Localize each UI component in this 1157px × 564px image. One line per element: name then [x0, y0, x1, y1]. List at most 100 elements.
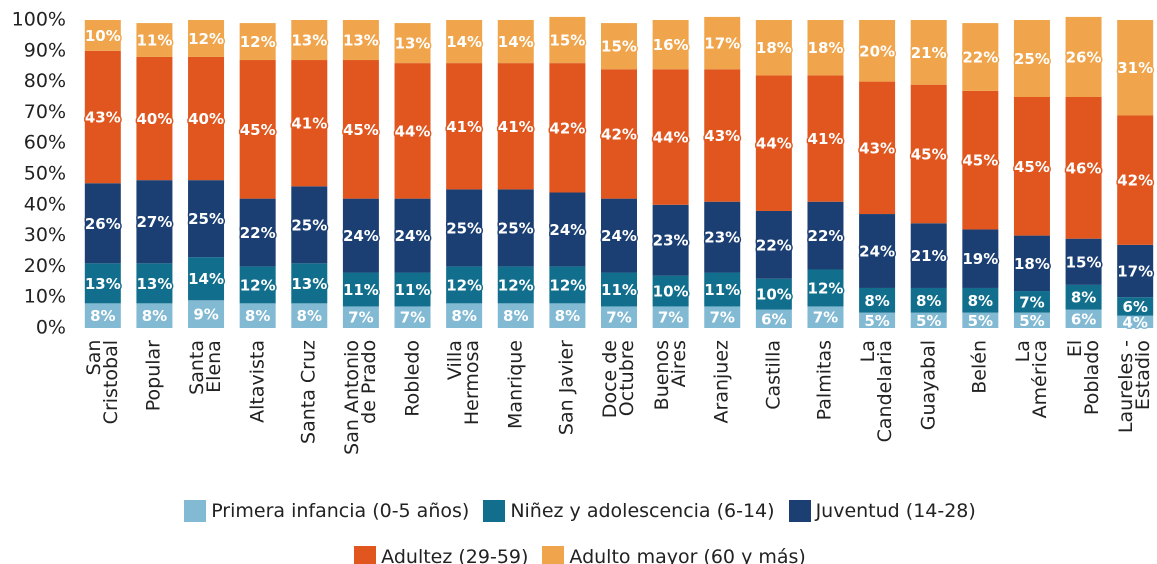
- bar-segment: [136, 263, 173, 304]
- value-label: 5%: [968, 312, 993, 330]
- bar-segment: [601, 69, 637, 199]
- x-tick-label: El Poblado: [1063, 340, 1103, 416]
- bar-segment: [962, 23, 999, 91]
- bar-segment: [446, 20, 483, 64]
- value-label: 11%: [704, 281, 740, 299]
- bar-segment: [807, 75, 844, 202]
- value-label: 43%: [859, 139, 895, 157]
- value-label: 44%: [653, 129, 689, 147]
- bar-segment: [704, 201, 741, 273]
- value-label: 24%: [549, 221, 585, 239]
- value-label: 9%: [193, 306, 218, 324]
- bar-segment: [859, 81, 896, 215]
- bar-segment: [291, 303, 328, 328]
- value-label: 7%: [348, 309, 373, 327]
- y-tick-label: 50%: [24, 163, 66, 185]
- value-label: 40%: [136, 110, 172, 128]
- value-label: 44%: [756, 135, 792, 153]
- bar-segment: [84, 50, 121, 184]
- value-label: 17%: [1117, 263, 1153, 281]
- bar-segment: [342, 60, 379, 199]
- value-label: 44%: [395, 122, 431, 140]
- y-tick-label: 70%: [24, 101, 66, 123]
- bar-segment: [136, 56, 173, 181]
- bar-segment: [652, 20, 689, 70]
- bar-segment: [755, 210, 792, 279]
- bar-segment: [84, 20, 121, 51]
- x-tick-label: San Javier: [555, 340, 578, 436]
- value-label: 19%: [962, 250, 998, 268]
- value-label: 21%: [911, 44, 947, 62]
- bar-segment: [342, 306, 379, 328]
- legend-label: Adulto mayor (60 y más): [569, 546, 806, 564]
- bar-segment: [859, 312, 896, 328]
- bar-segment: [446, 189, 483, 267]
- x-tick-label: Santa Elena: [186, 340, 226, 395]
- value-label: 18%: [1014, 255, 1050, 273]
- bar-segment: [291, 20, 328, 61]
- x-tick-label: Doce de Octubre: [599, 340, 638, 419]
- bar-segment: [601, 272, 637, 307]
- bar-segment: [910, 287, 947, 313]
- bar-segment: [704, 272, 741, 307]
- value-label: 45%: [1014, 158, 1050, 176]
- value-label: 25%: [188, 210, 224, 228]
- bar-segment: [342, 272, 379, 307]
- bar-segment: [239, 198, 276, 267]
- bar-segment: [755, 309, 792, 328]
- bar-segment: [446, 266, 483, 304]
- bar-segment: [239, 60, 276, 199]
- value-label: 8%: [968, 292, 993, 310]
- value-label: 8%: [555, 307, 580, 325]
- value-label: 8%: [297, 307, 322, 325]
- value-label: 7%: [1019, 293, 1044, 311]
- value-label: 25%: [498, 219, 534, 237]
- bar-segment: [1117, 20, 1154, 116]
- value-label: 16%: [653, 36, 689, 54]
- value-label: 24%: [395, 227, 431, 245]
- legend-item: Niñez y adolescencia (6-14): [483, 500, 775, 522]
- x-tick-label: San Antonio de Prado: [340, 340, 380, 455]
- bar-segment: [910, 20, 947, 85]
- bar-segment: [704, 16, 741, 70]
- bar-segment: [1117, 297, 1154, 316]
- bar-segment: [188, 20, 225, 57]
- bar-segment: [84, 303, 121, 328]
- bar-segment: [136, 180, 173, 264]
- value-label: 25%: [1014, 50, 1050, 68]
- value-label: 31%: [1117, 59, 1153, 77]
- value-label: 24%: [859, 243, 895, 261]
- value-label: 12%: [549, 276, 585, 294]
- bar-segment: [239, 266, 276, 304]
- bar-segment: [652, 69, 689, 205]
- bar-segment: [601, 23, 637, 70]
- value-label: 26%: [1066, 48, 1102, 66]
- bar-segment: [755, 75, 792, 211]
- value-label: 24%: [601, 227, 637, 245]
- y-tick-label: 40%: [24, 193, 66, 215]
- x-tick-label: La Candelaria: [857, 340, 897, 443]
- value-label: 5%: [864, 312, 889, 330]
- value-label: 25%: [291, 216, 327, 234]
- value-label: 11%: [136, 32, 172, 50]
- bar-segment: [1065, 284, 1102, 310]
- x-tick-label: Palmitas: [813, 340, 836, 421]
- value-label: 7%: [710, 309, 735, 327]
- bar-segment: [239, 23, 276, 61]
- value-label: 23%: [704, 229, 740, 247]
- bar-segment: [188, 300, 225, 328]
- y-tick-label: 10%: [24, 286, 66, 308]
- value-label: 6%: [1071, 310, 1096, 328]
- bar-segment: [549, 266, 586, 304]
- legend-label: Adultez (29-59): [381, 546, 529, 564]
- value-label: 22%: [808, 227, 844, 245]
- x-tick-label: Altavista: [246, 340, 269, 423]
- x-tick-label: Robledo: [401, 340, 424, 417]
- value-label: 22%: [240, 224, 276, 242]
- y-tick-label: 90%: [24, 39, 66, 61]
- value-label: 15%: [549, 32, 585, 50]
- legend-label: Juventud (14-28): [815, 500, 976, 522]
- bar-segment: [755, 278, 792, 310]
- x-tick-label: La América: [1011, 340, 1051, 419]
